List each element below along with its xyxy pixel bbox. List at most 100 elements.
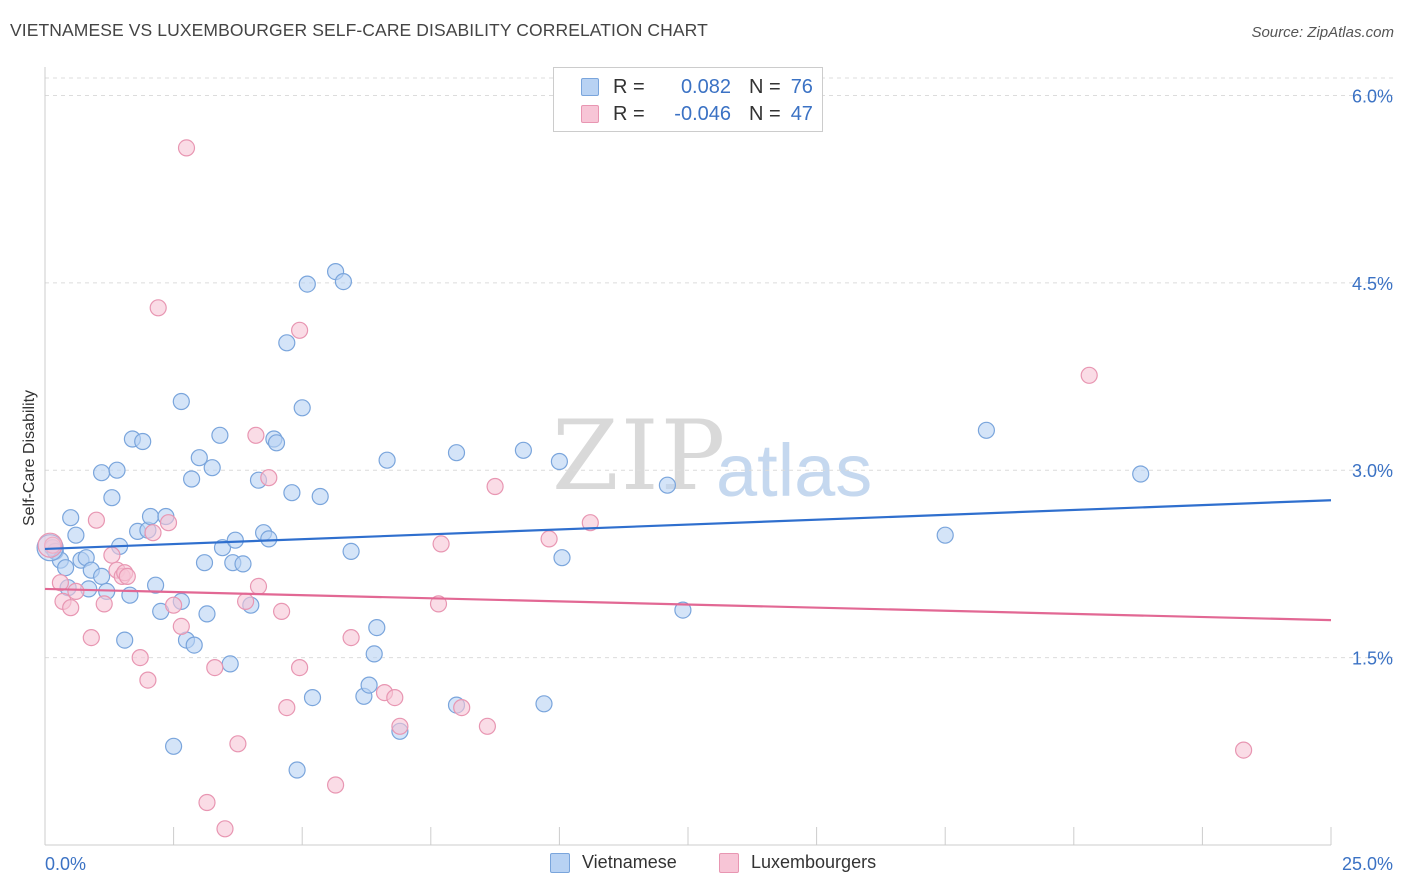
point-vietnamese bbox=[550, 452, 569, 471]
point-vietnamese bbox=[165, 737, 183, 755]
tick-labels: 1.5% 3.0% 4.5% 6.0% 0.0% 25.0% bbox=[45, 86, 1393, 874]
point-vietnamese bbox=[62, 509, 80, 527]
point-vietnamese bbox=[108, 461, 126, 479]
point-luxembourgers bbox=[229, 735, 247, 753]
point-vietnamese bbox=[311, 487, 329, 506]
point-vietnamese bbox=[198, 605, 216, 623]
point-vietnamese bbox=[92, 464, 111, 482]
y-axis-label: Self-Care Disability bbox=[21, 389, 38, 527]
point-luxembourgers bbox=[273, 602, 291, 621]
point-vietnamese bbox=[447, 444, 466, 462]
point-vietnamese bbox=[211, 426, 229, 444]
point-vietnamese bbox=[365, 645, 383, 663]
point-luxembourgers bbox=[260, 469, 278, 487]
point-vietnamese bbox=[977, 421, 996, 439]
point-vietnamese bbox=[56, 559, 75, 577]
point-luxembourgers bbox=[206, 658, 224, 677]
point-luxembourgers bbox=[67, 582, 85, 601]
point-vietnamese bbox=[342, 542, 360, 561]
trend-line-vietnamese bbox=[44, 499, 1332, 551]
trend-lines bbox=[44, 499, 1332, 622]
x-tick-label-start: 0.0% bbox=[45, 854, 86, 874]
point-luxembourgers bbox=[216, 820, 234, 838]
point-vietnamese bbox=[141, 507, 160, 526]
point-vietnamese bbox=[936, 526, 954, 544]
axis-ticks bbox=[173, 827, 1332, 845]
point-vietnamese bbox=[147, 576, 165, 594]
chart-title: VIETNAMESE VS LUXEMBOURGER SELF-CARE DIS… bbox=[10, 20, 708, 40]
point-luxembourgers bbox=[249, 577, 268, 596]
point-luxembourgers bbox=[198, 793, 216, 812]
point-luxembourgers bbox=[82, 628, 100, 647]
point-luxembourgers bbox=[247, 426, 265, 444]
legend-row-vietnamese: R = 0.082 N = 76 bbox=[554, 75, 813, 99]
point-luxembourgers bbox=[581, 514, 599, 532]
point-vietnamese bbox=[267, 434, 286, 452]
point-luxembourgers bbox=[540, 530, 558, 548]
point-luxembourgers bbox=[103, 546, 121, 564]
point-vietnamese bbox=[190, 449, 208, 467]
bottom-legend-label-vietnamese: Vietnamese bbox=[582, 852, 677, 872]
point-luxembourgers bbox=[478, 717, 496, 735]
point-vietnamese bbox=[260, 530, 278, 548]
source-credit: Source: ZipAtlas.com bbox=[1251, 24, 1394, 41]
bottom-legend-swatch-vietnamese bbox=[550, 852, 570, 873]
point-vietnamese bbox=[67, 526, 85, 544]
point-luxembourgers bbox=[139, 671, 157, 689]
bottom-legend-swatch-luxembourgers bbox=[719, 852, 739, 873]
axes bbox=[44, 67, 1331, 846]
series-luxembourgers-points bbox=[37, 139, 1253, 838]
point-luxembourgers bbox=[327, 776, 345, 794]
point-vietnamese bbox=[103, 489, 121, 507]
point-luxembourgers bbox=[165, 596, 183, 614]
point-luxembourgers bbox=[429, 595, 448, 613]
point-vietnamese bbox=[658, 476, 677, 494]
point-vietnamese bbox=[278, 334, 296, 352]
point-vietnamese bbox=[213, 539, 232, 557]
point-luxembourgers bbox=[1080, 366, 1098, 384]
point-vietnamese bbox=[203, 459, 221, 477]
point-luxembourgers bbox=[131, 648, 149, 667]
point-luxembourgers bbox=[62, 599, 80, 617]
legend-n-label: N = bbox=[749, 75, 781, 98]
trend-line-luxembourgers bbox=[44, 587, 1332, 622]
point-luxembourgers bbox=[291, 658, 309, 677]
point-vietnamese bbox=[183, 470, 201, 488]
point-luxembourgers-cluster bbox=[37, 532, 63, 558]
point-luxembourgers bbox=[486, 477, 504, 496]
point-vietnamese bbox=[514, 441, 533, 459]
point-vietnamese bbox=[92, 567, 111, 586]
point-vietnamese bbox=[234, 555, 252, 573]
point-luxembourgers bbox=[291, 321, 309, 339]
point-luxembourgers bbox=[172, 617, 190, 636]
legend-r-value: -0.046 bbox=[674, 102, 731, 125]
legend-r-label: R = bbox=[613, 102, 645, 125]
point-vietnamese bbox=[674, 601, 692, 619]
point-luxembourgers bbox=[391, 717, 409, 735]
point-luxembourgers bbox=[159, 514, 178, 532]
point-luxembourgers bbox=[144, 524, 162, 542]
bottom-legend-label-luxembourgers: Luxembourgers bbox=[751, 852, 877, 872]
point-vietnamese bbox=[116, 631, 134, 649]
legend-r-label: R = bbox=[613, 75, 645, 98]
point-luxembourgers bbox=[342, 628, 360, 647]
point-luxembourgers bbox=[453, 698, 471, 717]
point-vietnamese bbox=[535, 695, 553, 713]
y-tick-label: 6.0% bbox=[1352, 86, 1393, 106]
point-vietnamese bbox=[226, 531, 244, 549]
point-vietnamese bbox=[360, 676, 378, 694]
legend-n-label: N = bbox=[749, 102, 781, 125]
point-luxembourgers bbox=[177, 139, 196, 157]
point-vietnamese bbox=[553, 549, 571, 567]
legend-n-value: 47 bbox=[790, 102, 813, 125]
point-vietnamese bbox=[121, 586, 139, 604]
point-vietnamese bbox=[172, 392, 190, 411]
point-vietnamese bbox=[334, 273, 352, 291]
watermark-zip: ZIP bbox=[552, 400, 728, 512]
point-luxembourgers bbox=[87, 511, 106, 529]
point-vietnamese bbox=[303, 688, 322, 707]
point-vietnamese bbox=[1132, 465, 1150, 483]
point-luxembourgers bbox=[278, 698, 296, 717]
point-luxembourgers bbox=[1234, 741, 1253, 759]
bottom-legend-luxembourgers: Luxembourgers bbox=[719, 852, 876, 873]
